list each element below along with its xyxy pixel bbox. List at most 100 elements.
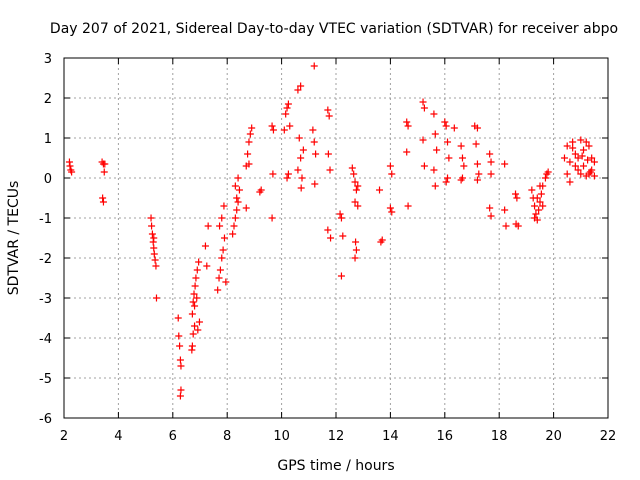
data-point (229, 230, 237, 238)
x-tick-label: 2 (60, 429, 68, 444)
data-point (376, 186, 384, 194)
data-point (339, 232, 347, 240)
data-point (222, 278, 230, 286)
data-point (310, 62, 318, 70)
y-tick-label: -4 (39, 332, 52, 347)
data-point (433, 146, 441, 154)
data-point (444, 174, 452, 182)
data-point (201, 242, 209, 250)
data-point (233, 194, 241, 202)
data-point (246, 130, 254, 138)
data-point (450, 124, 458, 132)
data-point (188, 310, 196, 318)
data-point (204, 222, 212, 230)
data-point (220, 202, 228, 210)
data-point (242, 204, 250, 212)
data-point (220, 234, 228, 242)
data-point (352, 246, 360, 254)
data-point (566, 158, 574, 166)
data-point (174, 314, 182, 322)
data-point (324, 226, 332, 234)
data-point (441, 118, 449, 126)
grid (64, 58, 608, 418)
data-point (151, 256, 159, 264)
data-point (218, 254, 226, 262)
data-point (532, 210, 540, 218)
data-point (337, 214, 345, 222)
data-point (248, 124, 256, 132)
data-point (203, 262, 211, 270)
data-point (348, 164, 356, 172)
data-point (473, 124, 481, 132)
x-tick-label: 14 (382, 429, 399, 444)
data-point (325, 112, 333, 120)
data-point (352, 238, 360, 246)
data-point (190, 290, 198, 298)
data-point (351, 254, 359, 262)
y-tick-label: 0 (44, 172, 52, 187)
data-point (513, 194, 521, 202)
y-tick-label: -5 (39, 372, 52, 387)
data-point (578, 152, 586, 160)
data-point (234, 174, 242, 182)
data-point (326, 166, 334, 174)
data-point (269, 126, 277, 134)
data-point (231, 214, 239, 222)
data-point (458, 154, 466, 162)
data-point (215, 274, 223, 282)
data-point (536, 198, 544, 206)
data-point (152, 294, 160, 302)
data-point (244, 150, 252, 158)
data-point (295, 134, 303, 142)
data-point (460, 162, 468, 170)
data-point (189, 298, 197, 306)
y-tick-label: -2 (39, 252, 52, 267)
data-point (233, 206, 241, 214)
data-point (312, 150, 320, 158)
data-point (486, 150, 494, 158)
data-point (487, 212, 495, 220)
data-point (99, 194, 107, 202)
data-point (176, 356, 184, 364)
data-point (566, 178, 574, 186)
data-point (473, 176, 481, 184)
data-point (580, 162, 588, 170)
data-point (350, 170, 358, 178)
data-point (294, 86, 302, 94)
data-point (501, 206, 509, 214)
data-point (442, 122, 450, 130)
data-point (150, 244, 158, 252)
data-point (419, 98, 427, 106)
data-point (590, 158, 598, 166)
data-point (430, 166, 438, 174)
data-point (191, 282, 199, 290)
data-point (536, 182, 544, 190)
y-tick-label: -3 (39, 292, 52, 307)
data-point (430, 110, 438, 118)
x-tick-label: 4 (114, 429, 122, 444)
y-tick-labels: 3 2 1 0 -1 -2 -3 -4 -5 -6 (39, 52, 52, 427)
data-point (294, 166, 302, 174)
data-point (386, 204, 394, 212)
data-point (388, 208, 396, 216)
data-point (475, 170, 483, 178)
data-point (218, 214, 226, 222)
y-tick-label: -1 (39, 212, 52, 227)
data-point (245, 138, 253, 146)
data-point (533, 194, 541, 202)
data-point (231, 182, 239, 190)
data-point (590, 172, 598, 180)
data-point (297, 154, 305, 162)
data-point (541, 174, 549, 182)
data-point (195, 258, 203, 266)
data-point (501, 160, 509, 168)
data-point (175, 332, 183, 340)
data-point (419, 136, 427, 144)
data-point (324, 150, 332, 158)
data-point (445, 154, 453, 162)
data-point (531, 214, 539, 222)
data-point (280, 126, 288, 134)
data-point (336, 210, 344, 218)
data-point (404, 122, 412, 130)
data-point (268, 122, 276, 130)
